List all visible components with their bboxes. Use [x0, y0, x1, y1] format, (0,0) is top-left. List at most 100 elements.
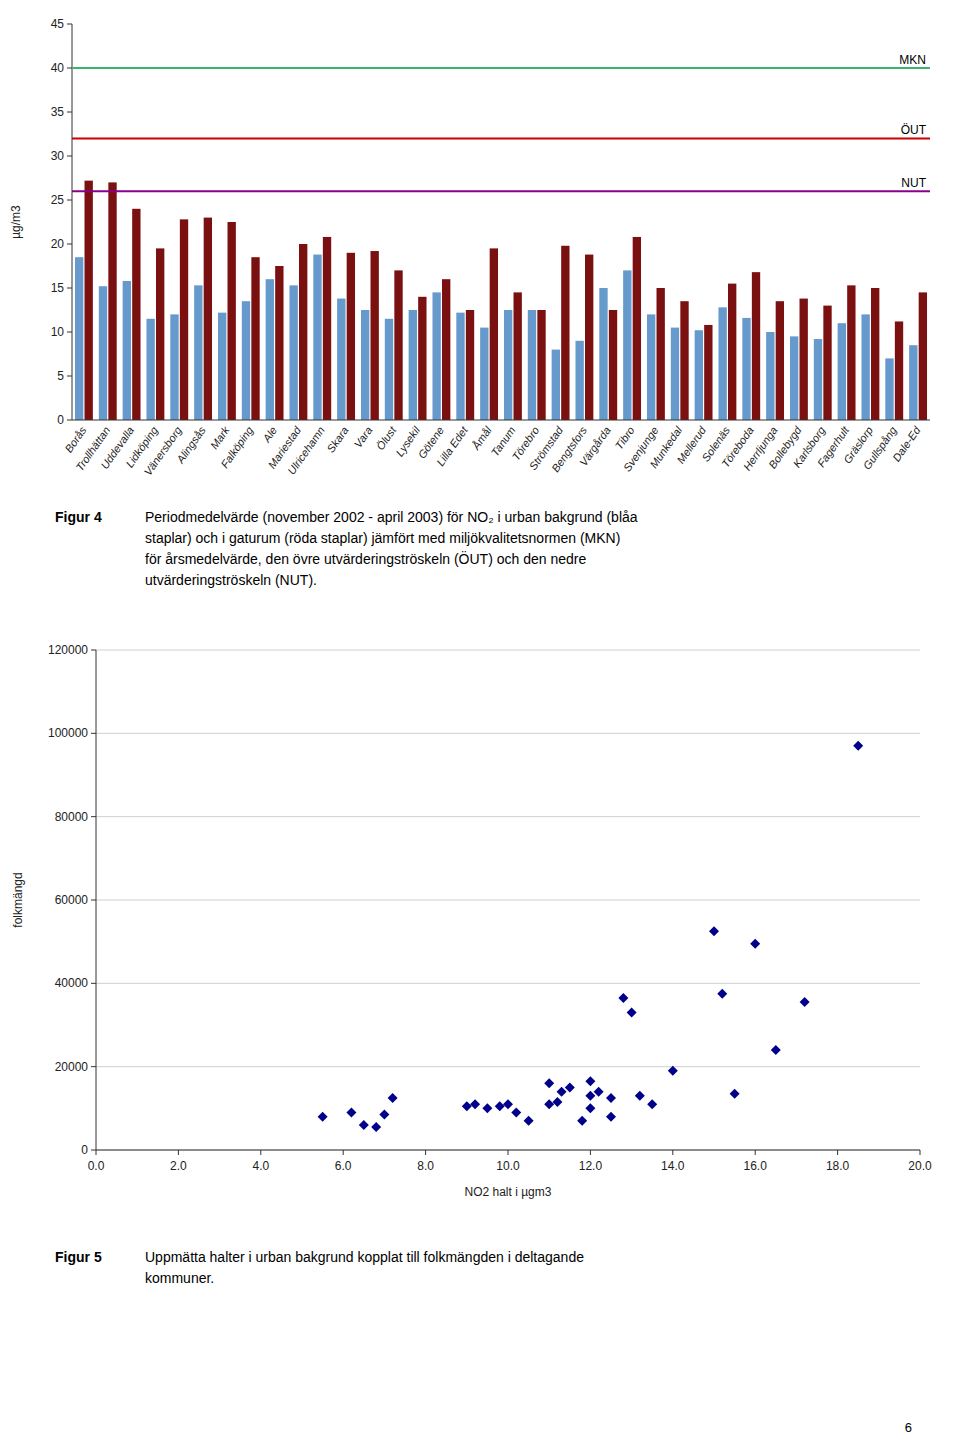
y-tick-label: 45 [51, 17, 65, 31]
y-tick [67, 420, 72, 421]
bar [228, 222, 236, 420]
bar [456, 313, 464, 420]
y-tick [91, 900, 96, 901]
point [577, 1116, 587, 1126]
bar [170, 314, 178, 420]
y-tick-label: 10 [51, 325, 65, 339]
x-tick-label: Falköping [218, 424, 256, 471]
point [388, 1093, 398, 1103]
caption-label: Figur 4 [55, 509, 102, 525]
point [606, 1112, 616, 1122]
caption-label: Figur 5 [55, 1249, 102, 1265]
x-tick-label: 4.0 [252, 1159, 269, 1173]
point [717, 989, 727, 999]
bar [385, 319, 393, 420]
y-axis-label: folkmängd [11, 872, 25, 927]
x-tick-label: Värgårda [577, 424, 613, 468]
x-tick-label: Tibro [613, 424, 637, 451]
x-tick-label: Skara [324, 424, 350, 454]
y-tick [67, 68, 72, 69]
y-tick-label: 5 [57, 369, 64, 383]
bar [742, 318, 750, 420]
point [647, 1099, 657, 1109]
x-tick [96, 1150, 97, 1155]
caption: Figur 5 Uppmätta halter i urban bakgrund … [55, 1249, 912, 1435]
point [800, 997, 810, 1007]
x-tick-label: 6.0 [335, 1159, 352, 1173]
reference-line-label: NUT [901, 176, 926, 190]
x-tick [755, 1150, 756, 1155]
bar [156, 248, 164, 420]
point [618, 993, 628, 1003]
x-tick-label: 0.0 [88, 1159, 105, 1173]
y-tick-label: 0 [57, 413, 64, 427]
x-tick-label: Lilla Edet [434, 424, 470, 469]
bar [728, 284, 736, 420]
y-tick-label: 15 [51, 281, 65, 295]
page-number: 6 [905, 1420, 912, 1435]
y-tick [91, 1066, 96, 1067]
point [557, 1087, 567, 1097]
y-tick [67, 332, 72, 333]
x-tick [508, 1150, 509, 1155]
bar [671, 328, 679, 420]
x-tick [260, 1150, 261, 1155]
bar [800, 299, 808, 420]
y-tick [67, 288, 72, 289]
point [750, 939, 760, 949]
bar [752, 272, 760, 420]
x-tick-label: 10.0 [496, 1159, 520, 1173]
y-tick [67, 200, 72, 201]
bar [466, 310, 474, 420]
caption-text: Uppmätta halter i urban bakgrund kopplat… [145, 1249, 584, 1286]
grid-line [96, 900, 920, 901]
bar [776, 301, 784, 420]
bar [885, 358, 893, 420]
point [371, 1122, 381, 1132]
bar [919, 292, 927, 420]
bar [313, 255, 321, 420]
plot-area [318, 741, 864, 1132]
bar [490, 248, 498, 420]
point [730, 1089, 740, 1099]
x-tick-label: 20.0 [908, 1159, 932, 1173]
caption-line: kommuner. [145, 1270, 214, 1286]
bar [323, 237, 331, 420]
bar [242, 301, 250, 420]
x-tick-label: Mark [208, 424, 232, 451]
y-tick-label: 30 [51, 149, 65, 163]
bar [146, 319, 154, 420]
x-axis-label: NO2 halt i µgm3 [465, 1185, 552, 1199]
reference-line [72, 190, 930, 192]
bar [275, 266, 283, 420]
x-tick-label: Ulricehamn [285, 424, 327, 476]
bar [561, 246, 569, 420]
point [482, 1103, 492, 1113]
reference-line [72, 137, 930, 139]
point [585, 1091, 595, 1101]
bar [537, 310, 545, 420]
bar [361, 310, 369, 420]
point [511, 1108, 521, 1118]
caption-line: Periodmedelvärde (november 2002 - april … [145, 509, 638, 525]
y-tick [67, 376, 72, 377]
point [346, 1108, 356, 1118]
y-tick [91, 816, 96, 817]
caption: Figur 4 Periodmedelvärde (november 2002 -… [55, 509, 638, 588]
point [544, 1099, 554, 1109]
x-tick [672, 1150, 673, 1155]
x-tick-label: 18.0 [826, 1159, 850, 1173]
scatter-chart: 0200004000060000800001000001200000.02.04… [11, 643, 932, 1199]
bar [647, 314, 655, 420]
bar [418, 297, 426, 420]
point [585, 1103, 595, 1113]
x-tick [178, 1150, 179, 1155]
bar [790, 336, 798, 420]
point [709, 926, 719, 936]
bar [299, 244, 307, 420]
y-tick-label: 100000 [48, 726, 88, 740]
x-axis-line [72, 420, 930, 421]
point [594, 1087, 604, 1097]
x-tick-label: 8.0 [417, 1159, 434, 1173]
x-tick [590, 1150, 591, 1155]
